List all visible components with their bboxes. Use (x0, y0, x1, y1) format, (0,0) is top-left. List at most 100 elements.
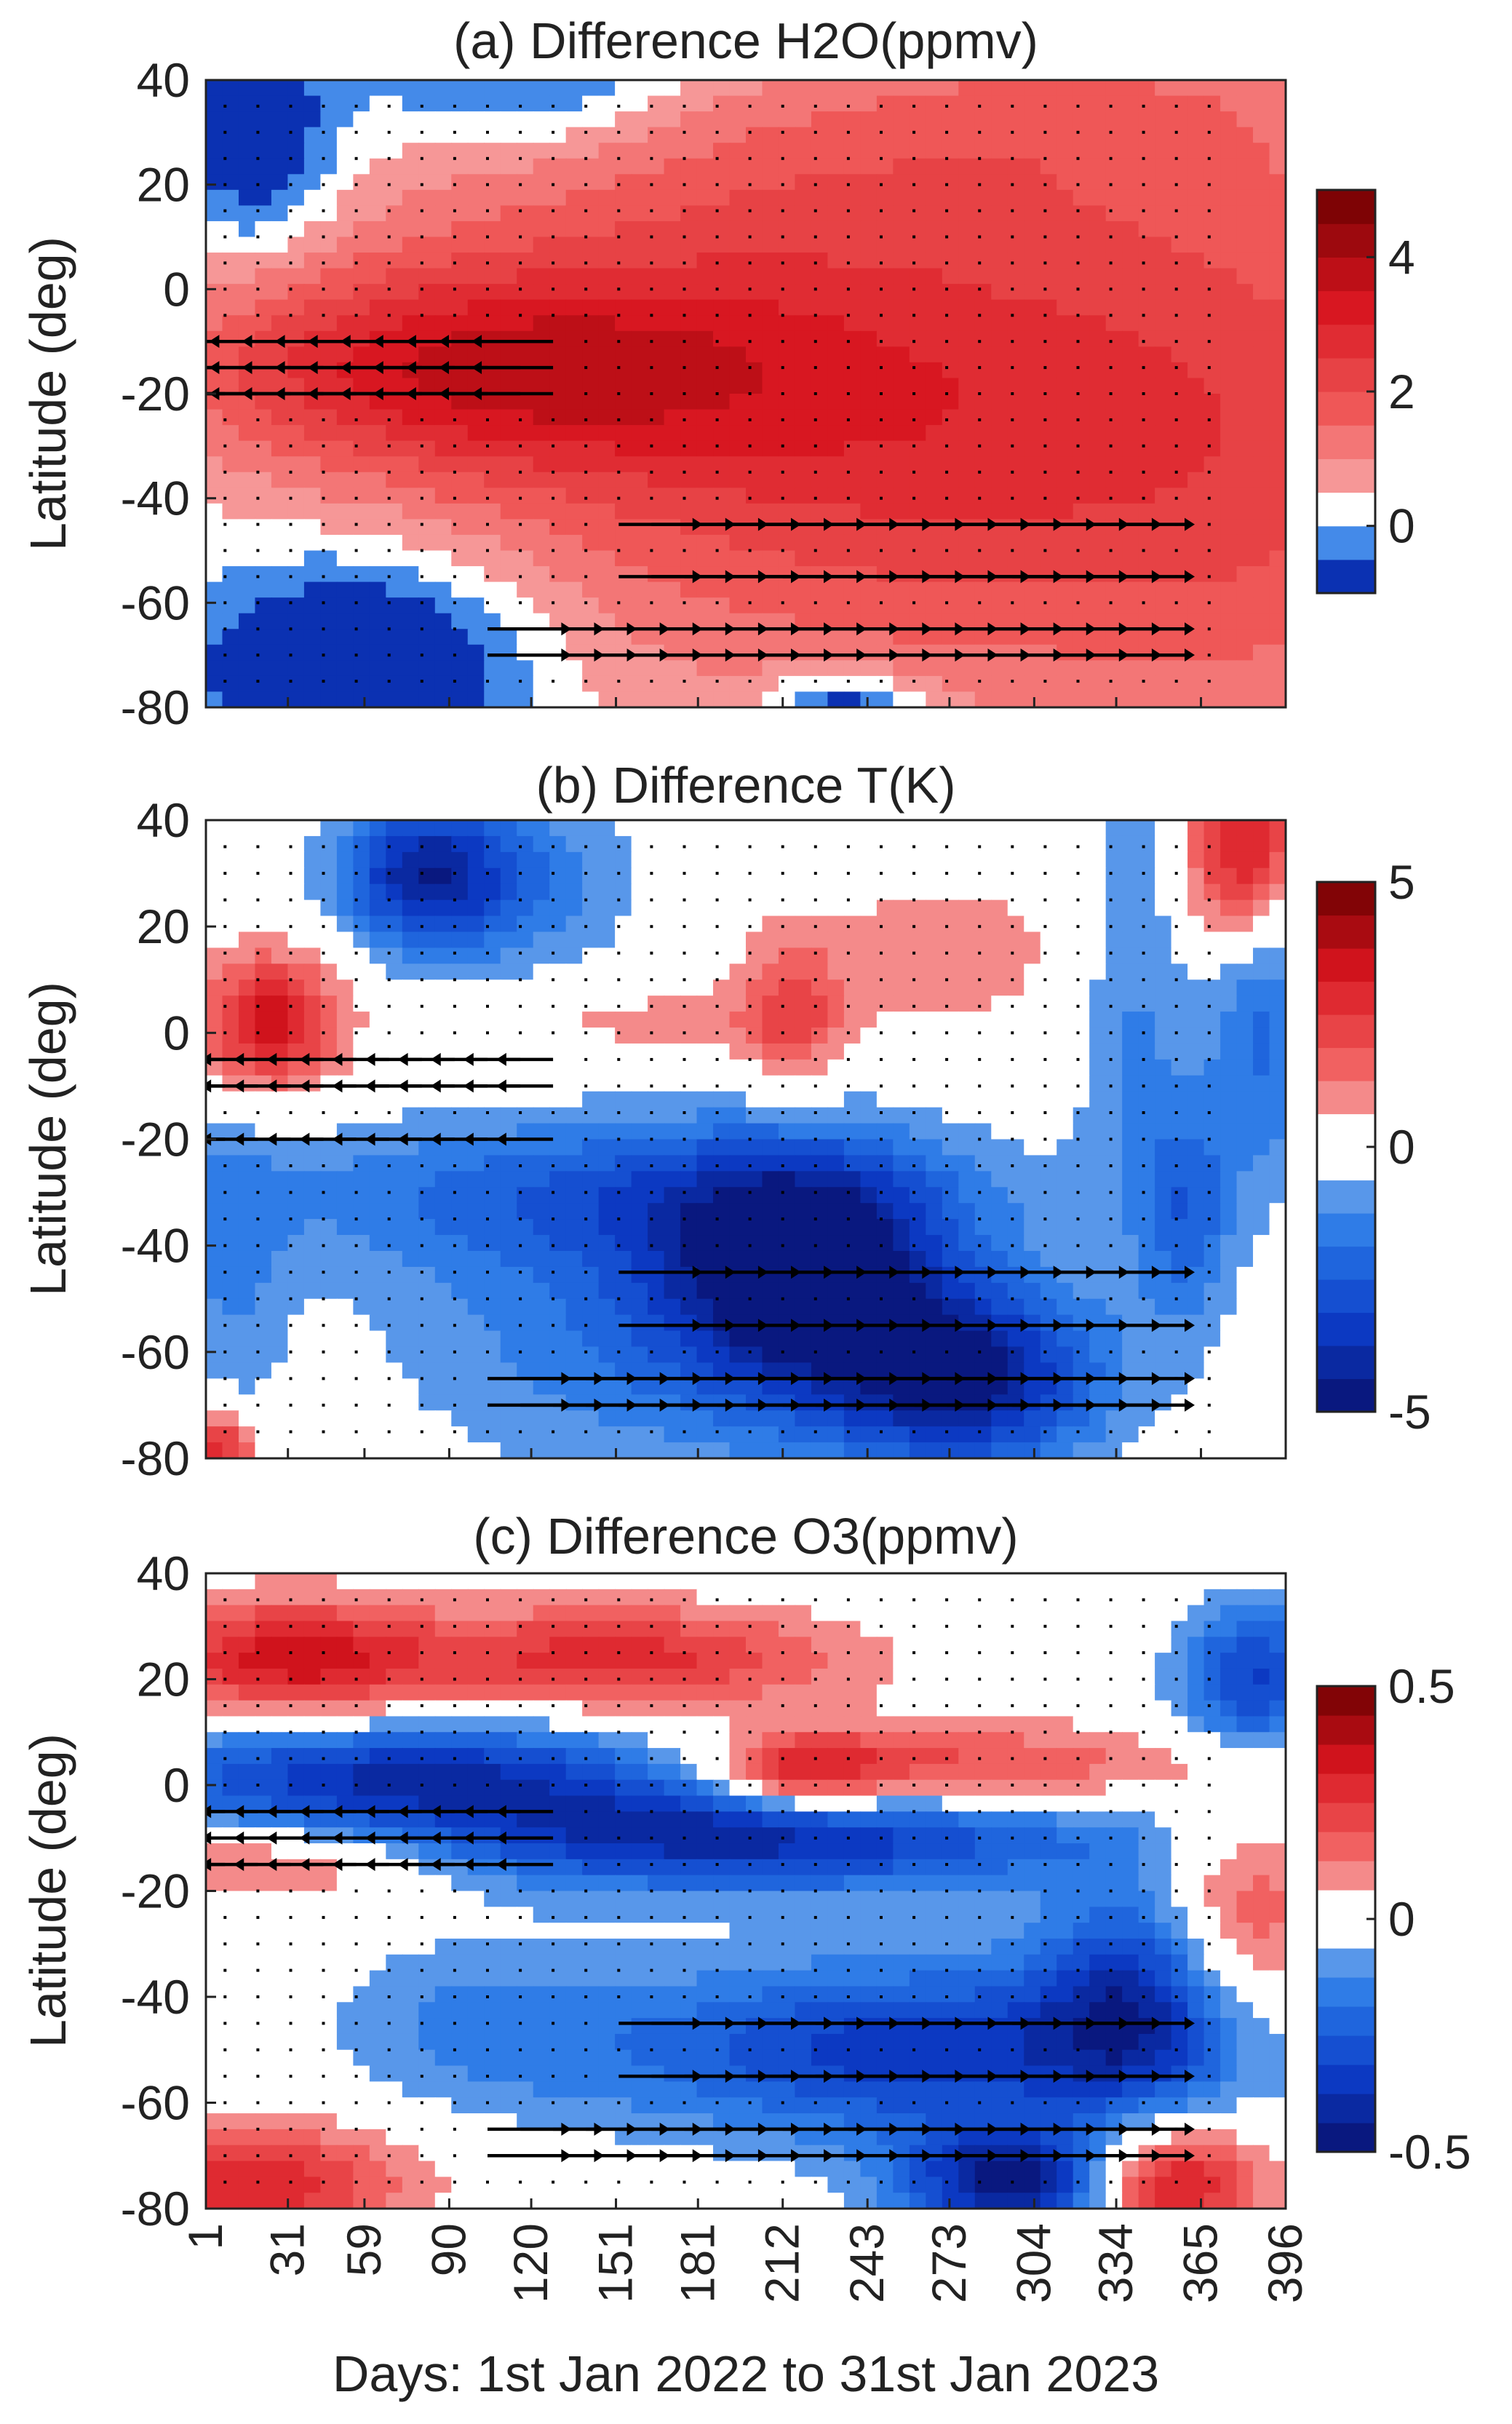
heatmap-cell (206, 691, 223, 707)
heatmap-cell (615, 362, 632, 379)
wind-dot (683, 104, 686, 108)
heatmap-cell (467, 456, 485, 473)
wind-dot (223, 130, 227, 134)
heatmap-cell (565, 629, 583, 645)
heatmap-cell (386, 820, 403, 837)
wind-dot (387, 496, 391, 500)
heatmap-cell (827, 629, 845, 645)
heatmap-cell (958, 346, 976, 363)
heatmap-cell (517, 597, 534, 614)
wind-dot (387, 209, 391, 212)
heatmap-cell (1057, 378, 1074, 394)
heatmap-cell (303, 1171, 322, 1188)
heatmap-cell (451, 1028, 469, 1044)
heatmap-cell (434, 488, 453, 504)
heatmap-cell (533, 95, 550, 112)
heatmap-cell (369, 963, 387, 981)
heatmap-cell (1236, 1075, 1254, 1092)
heatmap-cell (860, 851, 878, 869)
heatmap-cell (615, 566, 632, 583)
heatmap-cell (876, 947, 894, 965)
heatmap-cell (1269, 440, 1286, 457)
heatmap-cell (238, 127, 256, 143)
heatmap-cell (991, 899, 1008, 917)
heatmap-cell (762, 440, 779, 457)
wind-dot (715, 130, 719, 134)
heatmap-cell (746, 503, 763, 520)
wind-dot (552, 130, 555, 134)
heatmap-cell (1122, 315, 1139, 332)
heatmap-cell (1057, 284, 1074, 301)
heatmap-cell (598, 883, 616, 901)
heatmap-cell (1089, 205, 1107, 222)
heatmap-cell (746, 675, 763, 693)
heatmap-cell (582, 1028, 600, 1044)
heatmap-cell (1171, 597, 1188, 614)
heatmap-cell (696, 1059, 714, 1076)
wind-dot (289, 444, 293, 448)
heatmap-cell (926, 299, 943, 317)
heatmap-cell (1057, 394, 1074, 410)
heatmap-cell (206, 220, 223, 238)
wind-dot (354, 183, 358, 186)
heatmap-cell (664, 189, 681, 207)
heatmap-cell (1089, 1043, 1107, 1060)
heatmap-cell (336, 143, 354, 159)
heatmap-cell (893, 189, 910, 207)
heatmap-cell (974, 284, 992, 301)
heatmap-cell (680, 1139, 698, 1156)
wind-dot (683, 235, 686, 239)
heatmap-cell (942, 80, 960, 97)
heatmap-cell (402, 660, 420, 677)
heatmap-cell (795, 425, 812, 442)
heatmap-cell (565, 503, 583, 520)
heatmap-cell (303, 899, 322, 917)
heatmap-cell (1089, 456, 1107, 473)
heatmap-cell (402, 315, 420, 332)
heatmap-cell (1138, 851, 1155, 869)
wind-arrow-head (1184, 570, 1195, 584)
heatmap-cell (271, 315, 289, 332)
heatmap-cell (680, 472, 698, 489)
heatmap-cell (434, 550, 453, 567)
heatmap-cell (1171, 378, 1188, 394)
heatmap-cell (255, 691, 272, 707)
heatmap-cell (1220, 1123, 1238, 1140)
heatmap-cell (418, 409, 436, 426)
heatmap-cell (1024, 915, 1041, 933)
heatmap-cell (680, 127, 698, 143)
heatmap-cell (206, 931, 223, 949)
heatmap-cell (1073, 613, 1090, 630)
heatmap-cell (1122, 1091, 1139, 1108)
heatmap-cell (255, 867, 272, 885)
panel-a-colorbar: 420 (1316, 188, 1415, 595)
heatmap-cell (533, 158, 550, 175)
heatmap-cell (1269, 613, 1286, 630)
heatmap-cell (843, 1075, 862, 1092)
wind-dot (420, 496, 423, 500)
heatmap-cell (1220, 394, 1238, 410)
heatmap-cell (582, 220, 600, 238)
heatmap-cell (549, 820, 567, 837)
heatmap-cell (418, 931, 436, 949)
heatmap-cell (434, 1091, 453, 1108)
heatmap-cell (876, 915, 894, 933)
heatmap-cell (565, 315, 583, 332)
heatmap-cell (1007, 362, 1025, 379)
heatmap-cell (434, 867, 453, 885)
heatmap-cell (582, 189, 600, 207)
heatmap-cell (386, 95, 403, 112)
heatmap-cell (1253, 95, 1270, 112)
heatmap-cell (320, 205, 338, 222)
heatmap-cell (1155, 1059, 1172, 1076)
heatmap-cell (1138, 174, 1155, 191)
heatmap-cell (1269, 378, 1286, 394)
heatmap-cell (1040, 820, 1058, 837)
heatmap-cell (533, 127, 550, 143)
heatmap-cell (1236, 472, 1254, 489)
heatmap-cell (533, 1028, 550, 1044)
heatmap-cell (1155, 284, 1172, 301)
wind-dot (584, 183, 588, 186)
heatmap-cell (843, 472, 862, 489)
heatmap-cell (778, 1043, 796, 1060)
